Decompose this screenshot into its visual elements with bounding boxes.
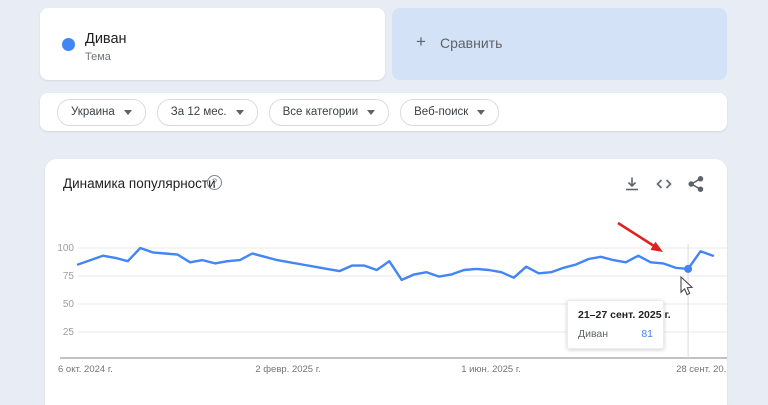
red-annotation-arrow [617, 221, 663, 252]
search-type-filter-dropdown[interactable]: Веб-поиск [400, 98, 500, 126]
x-tick-2: 1 июн. 2025 г. [461, 364, 521, 375]
time-range-value: За 12 мес. [170, 106, 227, 118]
share-icon[interactable] [687, 175, 705, 193]
chevron-down-icon [367, 109, 376, 115]
interest-over-time-card: Динамика популярности ? [45, 159, 727, 405]
geo-filter-dropdown[interactable]: Украина [57, 98, 146, 126]
help-icon[interactable]: ? [207, 175, 222, 190]
y-tick-75: 75 [63, 271, 75, 282]
series-color-dot [62, 38, 75, 51]
highlighted-data-point[interactable] [684, 264, 693, 273]
plus-icon: + [416, 32, 426, 51]
chart-tooltip: 21–27 сент. 2025 г. Диван 81 [567, 300, 671, 349]
category-value: Все категории [282, 106, 359, 118]
chevron-down-icon [235, 109, 244, 115]
chevron-down-icon [477, 109, 486, 115]
category-filter-dropdown[interactable]: Все категории [268, 98, 390, 126]
filter-bar: Украина За 12 мес. Все категории Веб-пои… [40, 93, 727, 131]
tooltip-date-range: 21–27 сент. 2025 г. [578, 309, 671, 321]
mouse-cursor [680, 275, 694, 296]
download-icon[interactable] [623, 175, 641, 193]
x-tick-3: 28 сент. 20.. [676, 364, 727, 375]
search-term-card[interactable]: Диван Тема [40, 8, 385, 80]
chart-title: Динамика популярности [63, 176, 216, 191]
trend-line [76, 246, 715, 282]
search-term-label: Диван [85, 31, 127, 47]
geo-filter-value: Украина [71, 106, 115, 118]
tooltip-value: 81 [641, 328, 653, 340]
y-tick-50: 50 [63, 299, 75, 310]
chart-action-toolbar [623, 175, 705, 193]
chevron-down-icon [123, 109, 132, 115]
embed-icon[interactable] [655, 175, 673, 193]
add-comparison-button[interactable]: + Сравнить [392, 8, 727, 80]
time-range-filter-dropdown[interactable]: За 12 мес. [156, 98, 258, 126]
search-type-value: Веб-поиск [414, 106, 469, 118]
search-term-type: Тема [85, 51, 111, 63]
tooltip-term: Диван [578, 328, 609, 340]
y-tick-100: 100 [57, 243, 74, 254]
compare-label: Сравнить [440, 35, 503, 51]
y-tick-25: 25 [63, 327, 75, 338]
x-tick-0: 6 окт. 2024 г. [58, 364, 113, 375]
x-tick-1: 2 февр. 2025 г. [255, 364, 320, 375]
trend-chart-plot[interactable]: 100 75 50 25 6 окт. 2024 г. 2 февр. 2025… [45, 159, 727, 405]
